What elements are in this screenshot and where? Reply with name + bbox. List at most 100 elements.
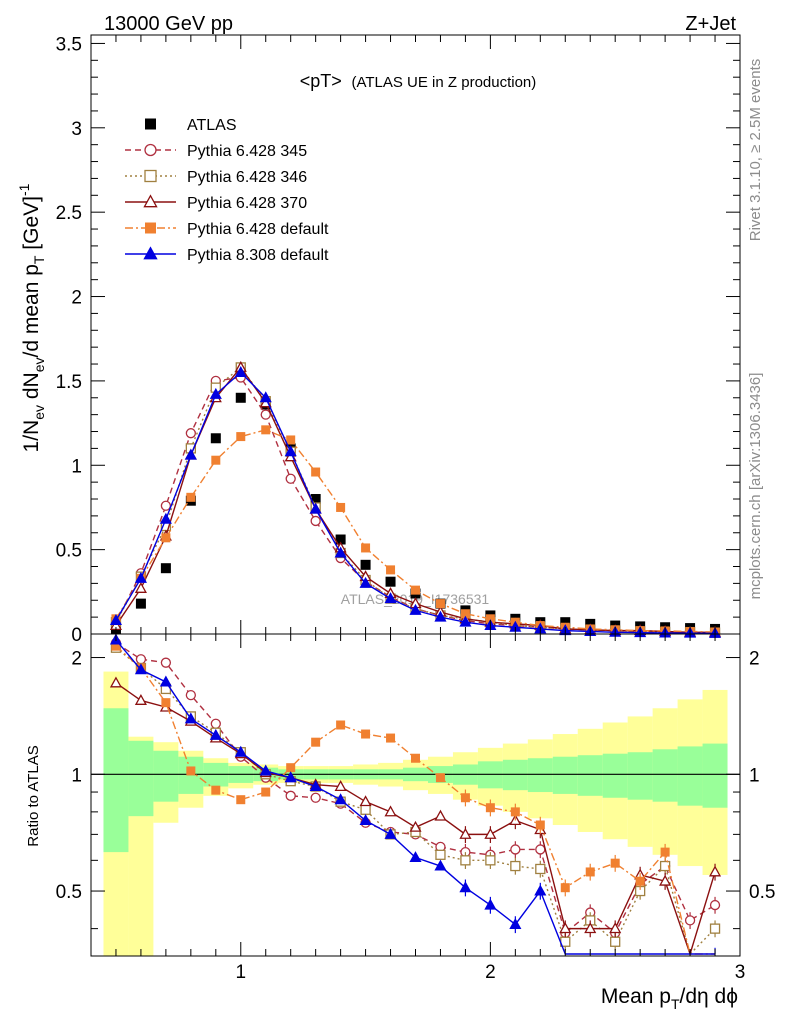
main-panel-data [109, 360, 722, 638]
data-point [310, 792, 321, 803]
data-point [359, 795, 372, 807]
data-point [709, 923, 721, 934]
data-point [334, 793, 347, 805]
data-point [559, 922, 572, 934]
data-point [609, 922, 622, 934]
data-point [185, 428, 196, 439]
data-point [384, 827, 397, 839]
legend-item: Pythia 6.428 345 [125, 143, 307, 160]
ratio-series-pythia-6-428-default [111, 641, 716, 955]
data-point [286, 763, 296, 773]
data-point [211, 785, 221, 795]
inner-band-bin [627, 752, 653, 800]
legend-item: Pythia 6.428 346 [125, 169, 307, 186]
data-point [684, 915, 696, 926]
x-tick-label: 1 [235, 962, 246, 983]
data-point [184, 712, 197, 724]
y-tick-label: 1.5 [56, 372, 82, 393]
data-point [236, 795, 246, 805]
data-point [560, 883, 570, 893]
rivet-version-label: Rivet 3.1.10, ≥ 2.5M events [747, 59, 764, 242]
data-point [585, 867, 595, 877]
data-point [459, 615, 472, 627]
legend-marker [143, 194, 158, 208]
inner-band-bin [153, 750, 179, 802]
process-label: Z+Jet [685, 13, 736, 35]
data-point [434, 809, 447, 821]
data-point [510, 807, 520, 817]
data-point [209, 728, 222, 740]
data-point [460, 609, 470, 619]
data-point [234, 365, 247, 377]
data-point [361, 543, 371, 553]
data-point [284, 445, 297, 457]
data-point [660, 847, 670, 857]
data-point [334, 780, 347, 792]
data-point [184, 448, 197, 460]
data-point [509, 917, 522, 929]
ratio-y-axis-label: Ratio to ATLAS [25, 745, 42, 846]
data-point [708, 865, 722, 877]
legend-label: Pythia 6.428 default [187, 221, 329, 238]
data-point [310, 515, 321, 527]
data-point [309, 502, 322, 514]
data-point [310, 494, 321, 505]
data-point [560, 617, 571, 628]
data-point [435, 773, 445, 783]
data-point [261, 787, 271, 797]
data-point [460, 793, 470, 803]
x-tick-label: 3 [735, 962, 746, 983]
data-point [635, 876, 645, 886]
legend-marker [143, 246, 158, 260]
data-point [134, 693, 147, 705]
data-point [160, 563, 171, 574]
data-point [384, 592, 397, 604]
data-point [610, 858, 620, 868]
data-point [260, 409, 271, 420]
data-point [535, 820, 545, 830]
data-point [311, 467, 321, 477]
ratio-y-tick-label: 2 [71, 649, 82, 670]
data-point [159, 675, 172, 687]
data-point [460, 855, 471, 866]
y-tick-label: 3 [71, 119, 82, 140]
data-point [309, 780, 322, 792]
inner-band-bin [103, 708, 129, 853]
data-point [485, 855, 496, 866]
main-y-axis-label: 1/Nev dNev/d mean pT [GeV]-1 [16, 183, 47, 452]
ratio-uncertainty-bands [91, 671, 740, 956]
y-tick-label: 0 [71, 625, 82, 646]
data-point [209, 387, 222, 399]
data-point [235, 392, 246, 403]
data-point [159, 512, 172, 524]
legend-label: Pythia 6.428 346 [187, 169, 307, 186]
data-point [409, 603, 422, 615]
data-point [535, 863, 546, 875]
ratio-panel-axes: 0.5 0.5 1 1 2 2 1 2 3 [56, 634, 775, 983]
data-point [109, 676, 123, 688]
data-point [134, 663, 147, 675]
data-point [186, 766, 196, 776]
energy-label: 13000 GeV pp [104, 13, 233, 35]
data-point [311, 737, 321, 747]
data-point [610, 936, 621, 947]
inner-band-bin [652, 749, 678, 802]
data-point [434, 610, 447, 622]
data-point [485, 803, 495, 813]
inner-band-bin [502, 759, 528, 791]
data-point [435, 849, 446, 860]
data-point [236, 432, 246, 442]
data-point [286, 435, 296, 445]
data-point [510, 844, 521, 855]
plot-title-sub: (ATLAS UE in Z production) [351, 74, 536, 91]
x-tick-label: 2 [485, 962, 496, 983]
data-point [659, 874, 672, 886]
data-point [386, 565, 396, 575]
data-point [185, 689, 196, 701]
data-point [335, 534, 346, 545]
inner-band-bin [602, 753, 628, 798]
data-point [334, 546, 347, 558]
data-point [186, 492, 196, 502]
inner-band-bin [527, 758, 553, 793]
